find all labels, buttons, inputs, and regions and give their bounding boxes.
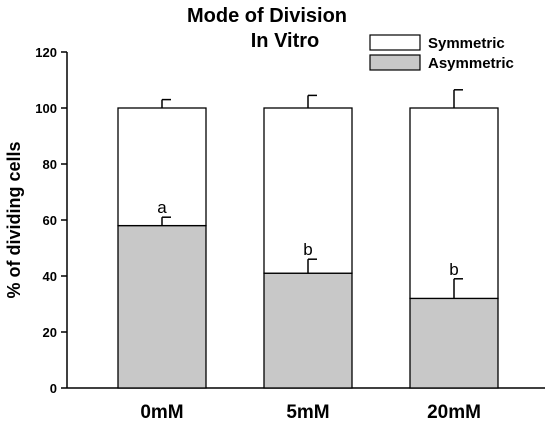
bar-symmetric-20mM: [409, 107, 499, 300]
y-tick-label: 40: [43, 269, 57, 284]
y-tick-label: 20: [43, 325, 57, 340]
legend-swatch-asymmetric: [369, 54, 421, 71]
legend-label-asymmetric: Asymmetric: [428, 55, 514, 72]
y-tick-label: 100: [35, 101, 57, 116]
legend-label-symmetric: Symmetric: [428, 35, 505, 52]
y-axis-label: % of dividing cells: [4, 141, 24, 298]
x-category-label: 20mM: [427, 402, 481, 423]
chart-title-line-2: In Vitro: [251, 30, 320, 52]
legend-swatch-symmetric: [369, 34, 421, 51]
bar-asymmetric-20mM: [409, 297, 499, 389]
x-category-label: 0mM: [140, 402, 183, 423]
significance-label-0mM: a: [157, 198, 167, 217]
y-tick-label: 0: [50, 381, 57, 396]
y-tick-label: 80: [43, 157, 57, 172]
significance-label-20mM: b: [449, 260, 458, 279]
bar-symmetric-0mM: [117, 107, 207, 227]
bar-symmetric-5mM: [263, 107, 353, 274]
bars: a b b: [117, 89, 499, 389]
y-tick-label: 120: [35, 45, 57, 60]
legend: Symmetric Asymmetric: [369, 34, 514, 72]
bar-asymmetric-0mM: [117, 224, 207, 389]
y-tick-label: 60: [43, 213, 57, 228]
category-labels: 0mM 5mM 20mM: [140, 402, 481, 423]
bar-asymmetric-5mM: [263, 272, 353, 389]
chart-title-line-1: Mode of Division: [187, 5, 347, 27]
x-category-label: 5mM: [286, 402, 329, 423]
significance-label-5mM: b: [303, 240, 312, 259]
